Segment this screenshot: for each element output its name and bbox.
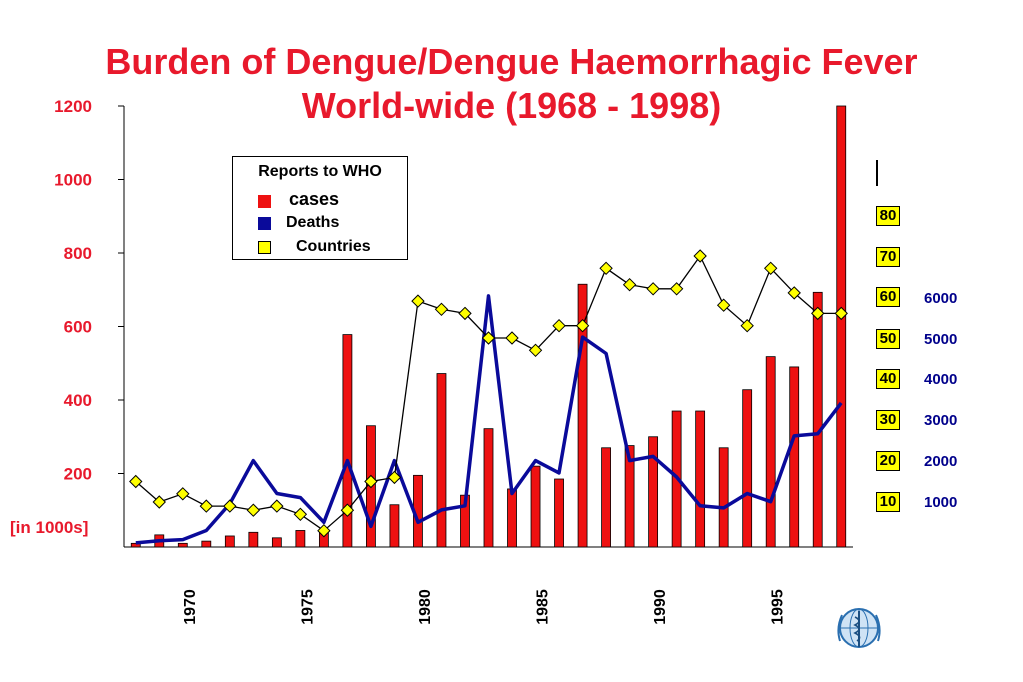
legend-label-countries: Countries bbox=[296, 238, 371, 255]
legend-title: Reports to WHO bbox=[258, 163, 382, 180]
chart-title-line1: Burden of Dengue/Dengue Haemorrhagic Fev… bbox=[105, 41, 918, 82]
cases-bar bbox=[765, 356, 776, 548]
cases-bar bbox=[130, 542, 141, 548]
deaths-axis-label: 4000 bbox=[924, 371, 958, 388]
y-tick-label: 200 bbox=[64, 465, 92, 484]
countries-point bbox=[129, 474, 143, 489]
cases-bar bbox=[718, 447, 729, 548]
deaths-axis-label: 2000 bbox=[924, 453, 958, 470]
cases-bar bbox=[812, 291, 823, 548]
countries-point bbox=[528, 343, 543, 358]
cases-bar bbox=[295, 530, 306, 548]
countries-point bbox=[575, 318, 590, 333]
countries-axis-label: 30 bbox=[876, 410, 900, 430]
countries-point bbox=[552, 318, 566, 333]
cases-bar bbox=[648, 436, 659, 548]
countries-point bbox=[669, 282, 684, 296]
countries-point bbox=[411, 294, 425, 308]
y-tick-label: 800 bbox=[64, 244, 92, 263]
y-axis-unit-label: [in 1000s] bbox=[10, 518, 89, 537]
cases-bar bbox=[742, 389, 753, 548]
countries-point bbox=[223, 499, 237, 513]
cases-bar bbox=[789, 366, 800, 548]
countries-point bbox=[646, 282, 660, 296]
cases-bar bbox=[389, 504, 400, 548]
x-tick-label: 1975 bbox=[299, 589, 316, 625]
countries-axis-label: 80 bbox=[876, 206, 900, 226]
x-tick-label: 1995 bbox=[770, 589, 787, 625]
legend: Reports to WHO cases Deaths Countries bbox=[232, 156, 408, 260]
countries-point bbox=[481, 331, 496, 345]
countries-point bbox=[199, 499, 214, 513]
cases-bar bbox=[836, 105, 847, 548]
countries-point bbox=[458, 306, 472, 321]
countries-point bbox=[740, 318, 754, 333]
legend-label-cases: cases bbox=[289, 189, 340, 209]
countries-point bbox=[763, 261, 778, 276]
countries-axis-label: 50 bbox=[876, 329, 900, 349]
countries-point bbox=[176, 487, 190, 501]
countries-point bbox=[246, 503, 261, 517]
cases-bar bbox=[695, 410, 706, 548]
cases-bar bbox=[577, 283, 588, 548]
deaths-axis-label: 3000 bbox=[924, 412, 958, 429]
countries-point bbox=[387, 470, 402, 485]
y-tick-label: 600 bbox=[64, 318, 92, 337]
countries-point bbox=[293, 507, 308, 522]
cases-bar bbox=[436, 373, 447, 548]
deaths-axis-label: 6000 bbox=[924, 290, 958, 307]
y-tick-label: 400 bbox=[64, 391, 92, 410]
deaths-series-line bbox=[135, 294, 843, 545]
x-tick-label: 1970 bbox=[182, 589, 199, 625]
countries-point bbox=[693, 249, 707, 263]
countries-point bbox=[787, 286, 801, 300]
countries-axis-label: 20 bbox=[876, 451, 900, 471]
legend-swatch-countries bbox=[258, 241, 271, 254]
cases-bar bbox=[624, 445, 635, 548]
x-tick-label: 1980 bbox=[417, 589, 434, 625]
who-emblem-icon bbox=[837, 608, 881, 648]
cases-bar bbox=[554, 478, 564, 548]
x-tick-label: 1990 bbox=[652, 589, 669, 625]
cases-bar bbox=[507, 488, 517, 548]
deaths-axis-label: 5000 bbox=[924, 331, 958, 348]
countries-point bbox=[434, 302, 449, 317]
countries-point bbox=[270, 499, 284, 513]
cases-bar bbox=[177, 542, 188, 548]
cases-bar bbox=[483, 428, 494, 548]
countries-point bbox=[834, 306, 848, 321]
countries-axis-label: 40 bbox=[876, 369, 900, 389]
countries-point bbox=[622, 277, 637, 292]
cases-bar bbox=[601, 447, 611, 548]
x-tick-label: 1985 bbox=[535, 589, 552, 625]
y-tick-label: 1200 bbox=[54, 97, 92, 116]
legend-swatch-cases bbox=[258, 195, 271, 208]
cases-bar bbox=[271, 537, 282, 548]
countries-point bbox=[505, 331, 519, 345]
countries-axis-label: 60 bbox=[876, 287, 900, 307]
cases-bar bbox=[530, 465, 541, 548]
legend-label-deaths: Deaths bbox=[286, 214, 340, 231]
countries-axis-label: 70 bbox=[876, 247, 900, 267]
cases-bar bbox=[248, 531, 259, 548]
countries-point bbox=[811, 306, 825, 321]
cases-bar bbox=[201, 540, 212, 548]
countries-point bbox=[317, 523, 331, 538]
countries-axis-label: 10 bbox=[876, 492, 900, 512]
right-axis-marker bbox=[876, 160, 878, 186]
countries-point bbox=[716, 298, 731, 312]
countries-point bbox=[599, 261, 613, 276]
deaths-axis-label: 1000 bbox=[924, 494, 958, 511]
countries-point bbox=[340, 503, 355, 517]
cases-bar bbox=[342, 334, 353, 548]
legend-swatch-deaths bbox=[258, 217, 271, 230]
countries-point bbox=[152, 495, 166, 509]
countries-point bbox=[364, 474, 378, 489]
cases-bar bbox=[224, 535, 235, 548]
chart-title-line2: World-wide (1968 - 1998) bbox=[301, 85, 722, 126]
y-tick-label: 1000 bbox=[54, 171, 92, 190]
